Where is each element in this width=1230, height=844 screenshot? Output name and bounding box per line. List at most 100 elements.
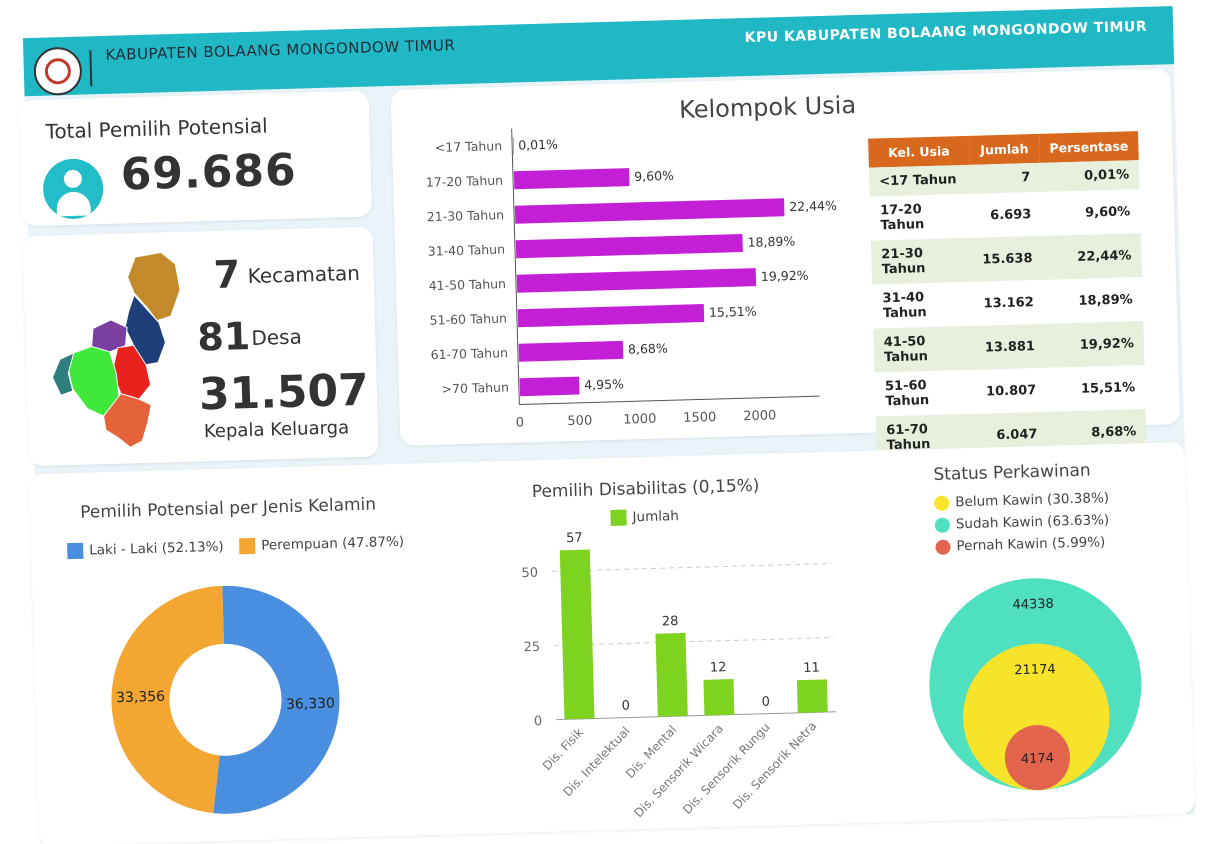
- age-x-tick: 2000: [743, 408, 776, 424]
- age-table-cell: 6.693: [989, 206, 1032, 223]
- age-data-label: 8,68%: [628, 341, 668, 357]
- legend-pernah-kawin: Pernah Kawin (5.99%): [935, 534, 1106, 555]
- disability-data-label: 28: [662, 614, 679, 629]
- legend-swatch-laki: [67, 542, 84, 560]
- age-table-cell: 15.638: [971, 235, 1044, 282]
- age-table-cell: 13.162: [983, 294, 1034, 311]
- age-data-label: 9,60%: [634, 168, 674, 184]
- legend-dot-belum: [934, 495, 950, 511]
- marital-chart-title: Status Perkawinan: [933, 460, 1091, 485]
- kecamatan-value: 7: [213, 252, 241, 297]
- age-data-label: 0,01%: [518, 137, 558, 153]
- disability-category-label: Dis. Sensorik Netra: [730, 719, 819, 812]
- age-table-cell: 21-30 Tahun: [870, 237, 973, 285]
- age-table-cell: 17-20 Tahun: [879, 202, 925, 234]
- disability-y-tick: 25: [523, 640, 540, 655]
- disability-data-label: 0: [621, 699, 630, 714]
- age-category-label: 61-70 Tahun: [430, 345, 508, 362]
- age-table-header: Kel. Usia: [868, 135, 970, 168]
- dashboard: KABUPATEN BOLAANG MONGONDOW TIMUR KPU KA…: [18, 6, 1196, 844]
- age-table-row: 51-60 Tahun 10.807 15,51%: [875, 365, 1146, 417]
- disability-bar: [655, 632, 688, 717]
- age-bar: [514, 198, 785, 224]
- kecamatan-label: Kecamatan: [247, 260, 361, 289]
- age-bar: [517, 304, 705, 328]
- age-table-cell: 41-50 Tahun: [873, 325, 976, 373]
- age-table-cell: 9,60%: [1084, 203, 1131, 221]
- age-x-tick: 0: [516, 415, 525, 430]
- age-category-label: 51-60 Tahun: [429, 311, 507, 328]
- age-x-tick: 500: [567, 413, 592, 429]
- map-district: [102, 393, 152, 448]
- total-voters-value: 69.686: [120, 144, 298, 201]
- legend-label-laki: Laki - Laki (52.13%): [89, 538, 224, 559]
- marital-bubble: [1004, 725, 1070, 791]
- disability-data-label: 0: [761, 695, 770, 710]
- map-district: [127, 251, 181, 322]
- region-map: [51, 251, 181, 448]
- age-data-label: 19,92%: [761, 268, 809, 284]
- disability-category-label: Dis. Sensorik Wicara: [631, 721, 726, 820]
- age-bar: [519, 376, 580, 397]
- disability-bar: [796, 679, 828, 713]
- age-category-label: 17-20 Tahun: [426, 173, 504, 190]
- disability-data-label: 11: [803, 661, 820, 676]
- header-title-right: KPU KABUPATEN BOLAANG MONGONDOW TIMUR: [744, 18, 1148, 47]
- marital-bubble: [963, 643, 1110, 791]
- marital-data-label: 21174: [1014, 662, 1056, 678]
- y-axis-line: [511, 128, 520, 405]
- marital-data-label: 44338: [1012, 597, 1054, 613]
- age-data-label: 15,51%: [709, 304, 757, 320]
- legend-laki: Laki - Laki (52.13%): [67, 538, 224, 560]
- age-bar: [518, 340, 624, 362]
- total-voters-title: Total Pemilih Potensial: [45, 113, 268, 144]
- disability-gridline: [554, 637, 835, 646]
- disability-bar: [559, 549, 595, 720]
- age-table-row: 17-20 Tahun 6.693 9,60%: [870, 189, 1141, 241]
- age-table-cell: 10.807: [985, 382, 1037, 399]
- legend-swatch-jumlah: [610, 509, 627, 526]
- desa-label: Desa: [251, 324, 303, 350]
- age-table-header: Jumlah: [968, 133, 1040, 165]
- legend-label-belum: Belum Kawin (30.38%): [955, 490, 1110, 511]
- header-separator: [89, 50, 93, 87]
- disability-x-axis: [556, 711, 837, 721]
- disability-chart-title: Pemilih Disabilitas (0,15%): [531, 475, 760, 503]
- disability-y-tick: 0: [534, 714, 543, 729]
- age-table-row: 21-30 Tahun 15.638 22,44%: [870, 233, 1143, 285]
- age-table-cell: 0,01%: [1039, 160, 1140, 192]
- legend-perempuan: Perempuan (47.87%): [238, 533, 405, 555]
- donut-slice: [213, 585, 340, 814]
- age-bar: [515, 233, 743, 259]
- age-data-label: 4,95%: [584, 376, 624, 392]
- header-title-left: KABUPATEN BOLAANG MONGONDOW TIMUR: [105, 36, 456, 64]
- age-table-cell: 22,44%: [1041, 233, 1143, 280]
- gender-chart-title: Pemilih Potensial per Jenis Kelamin: [79, 494, 377, 523]
- age-bar: [513, 168, 630, 190]
- age-category-label: 21-30 Tahun: [427, 207, 505, 224]
- legend-label-jumlah: Jumlah: [632, 508, 680, 526]
- region-card: 7 Kecamatan 81 Desa 31.507 Kepala Keluar…: [22, 226, 379, 467]
- age-table-row: 41-50 Tahun 13.881 19,92%: [873, 321, 1145, 373]
- legend-dot-sudah: [934, 517, 951, 533]
- age-table-cell: 31-40 Tahun: [882, 290, 927, 322]
- age-table-cell: 13.881: [974, 323, 1046, 370]
- age-x-tick: 1000: [623, 412, 656, 428]
- donut-data-label: 36,330: [286, 695, 335, 712]
- desa-value: 81: [196, 313, 251, 360]
- legend-label-perempuan: Perempuan (47.87%): [260, 533, 405, 554]
- disability-category-label: Dis. Sensorik Rungu: [680, 720, 773, 817]
- age-table-cell: 15,51%: [1080, 379, 1136, 397]
- marital-bubble-chart: 44338 21174 4174: [929, 578, 1142, 791]
- age-category-label: <17 Tahun: [435, 138, 503, 155]
- map-district: [51, 352, 75, 396]
- disability-category-label: Dis. Fisik: [540, 725, 586, 773]
- age-data-label: 22,44%: [789, 198, 837, 214]
- user-icon: [42, 158, 104, 220]
- age-category-label: 31-40 Tahun: [428, 242, 506, 259]
- donut-slice: [111, 585, 224, 814]
- legend-sudah-kawin: Sudah Kawin (63.63%): [934, 512, 1109, 533]
- legend-dot-pernah: [935, 539, 951, 555]
- age-group-card: Kelompok Usia <17 Tahun 0,01% 17-20 Tahun 9…: [390, 68, 1181, 482]
